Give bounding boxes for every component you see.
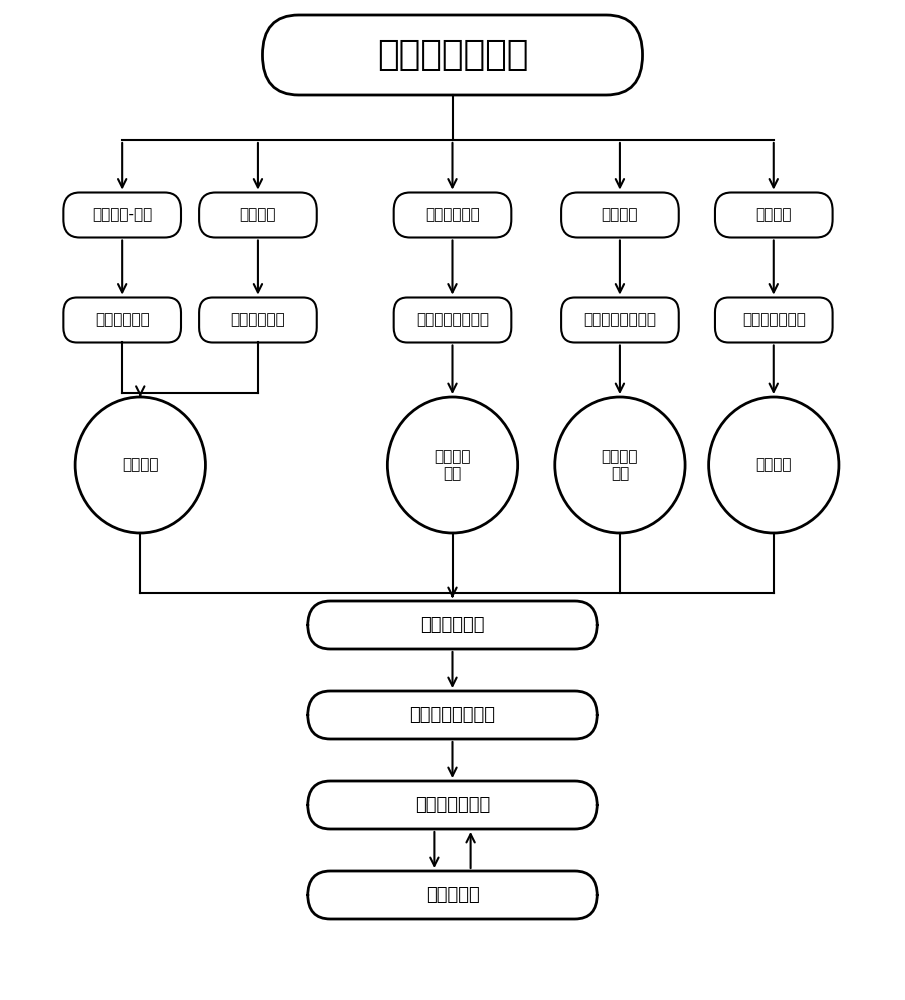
Text: 成形空间: 成形空间 — [756, 208, 792, 223]
Text: 信号融合模块: 信号融合模块 — [420, 616, 485, 634]
Text: 温度信号: 温度信号 — [756, 458, 792, 473]
Ellipse shape — [709, 397, 839, 533]
Text: 第二振动模块: 第二振动模块 — [231, 312, 285, 328]
FancyBboxPatch shape — [394, 297, 511, 342]
Text: 自适应控制模块: 自适应控制模块 — [414, 796, 491, 814]
Text: 第一振动模块: 第一振动模块 — [95, 312, 149, 328]
FancyBboxPatch shape — [308, 691, 597, 739]
Text: 第二图像
信号: 第二图像 信号 — [602, 449, 638, 481]
FancyBboxPatch shape — [394, 192, 511, 237]
Text: 成形平台: 成形平台 — [240, 208, 276, 223]
Ellipse shape — [387, 397, 518, 533]
Text: 数据处理分析模块: 数据处理分析模块 — [409, 706, 496, 724]
FancyBboxPatch shape — [561, 297, 679, 342]
Text: 第一图像
信号: 第一图像 信号 — [434, 449, 471, 481]
FancyBboxPatch shape — [715, 192, 833, 237]
Text: 旁轴工业相机模块: 旁轴工业相机模块 — [584, 312, 656, 328]
FancyBboxPatch shape — [715, 297, 833, 342]
Ellipse shape — [555, 397, 685, 533]
FancyBboxPatch shape — [63, 297, 181, 342]
Text: 铺粉装置-刮刀: 铺粉装置-刮刀 — [92, 208, 152, 223]
FancyBboxPatch shape — [262, 15, 643, 95]
FancyBboxPatch shape — [199, 297, 317, 342]
FancyBboxPatch shape — [561, 192, 679, 237]
Text: 熔池、飞溅等: 熔池、飞溅等 — [425, 208, 480, 223]
Text: 振动信号: 振动信号 — [122, 458, 158, 473]
FancyBboxPatch shape — [63, 192, 181, 237]
FancyBboxPatch shape — [308, 871, 597, 919]
Ellipse shape — [75, 397, 205, 533]
FancyBboxPatch shape — [308, 781, 597, 829]
Text: 红外热成像模块: 红外热成像模块 — [742, 312, 805, 328]
Text: 同轴高速相机模块: 同轴高速相机模块 — [416, 312, 489, 328]
Text: 机床工控机: 机床工控机 — [425, 886, 480, 904]
Text: 选择性激光熔融: 选择性激光熔融 — [376, 38, 529, 72]
FancyBboxPatch shape — [199, 192, 317, 237]
FancyBboxPatch shape — [308, 601, 597, 649]
Text: 零件表面: 零件表面 — [602, 208, 638, 223]
